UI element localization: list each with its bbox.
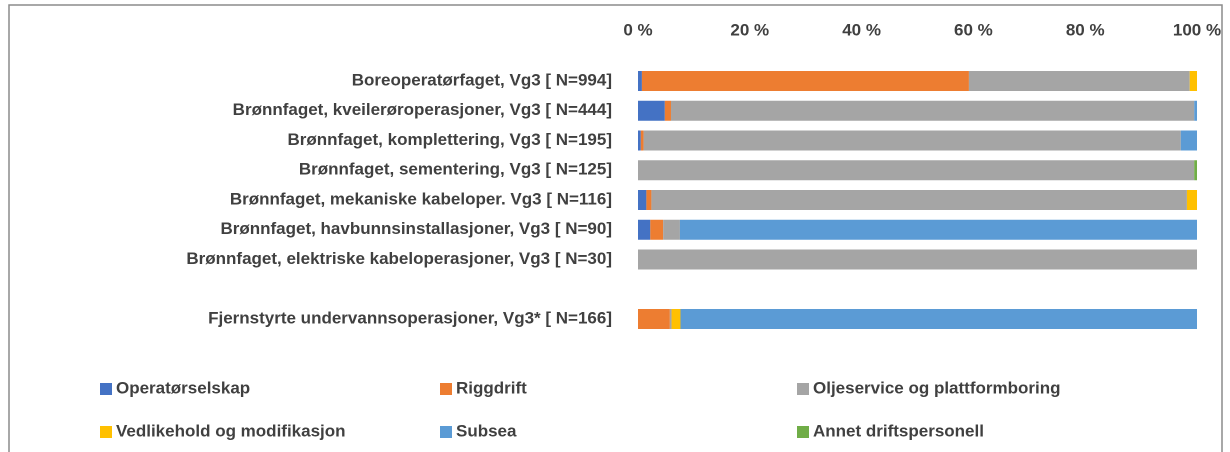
y-tick-label: Brønnfaget, elektriske kabeloperasjoner,… — [186, 249, 612, 268]
bar-segment — [663, 219, 680, 240]
legend-label: Oljeservice og plattformboring — [813, 378, 1061, 397]
bar-segment — [968, 71, 1190, 91]
legend-label: Riggdrift — [456, 378, 527, 397]
bar-segment — [680, 309, 1197, 329]
x-tick-label: 80 % — [1066, 20, 1105, 39]
bar-segment — [638, 309, 670, 329]
y-tick-label: Brønnfaget, sementering, Vg3 [ N=125] — [299, 160, 612, 179]
bar-segment — [1194, 100, 1197, 121]
bar-segment — [638, 190, 647, 210]
y-tick-label: Brønnfaget, komplettering, Vg3 [ N=195] — [288, 130, 612, 149]
legend-swatch — [440, 383, 452, 395]
bar-segment — [643, 130, 1181, 151]
x-tick-label: 40 % — [842, 20, 881, 39]
legend-label: Subsea — [456, 421, 517, 440]
bar-segment — [664, 100, 671, 121]
legend-swatch — [797, 426, 809, 438]
bar-segment — [671, 309, 681, 329]
bar-segment — [1194, 160, 1197, 181]
x-tick-label: 100 % — [1173, 20, 1221, 39]
bar-segment — [1189, 71, 1197, 91]
legend-swatch — [797, 383, 809, 395]
bar-segment — [640, 130, 644, 151]
bar-segment — [641, 71, 969, 91]
y-tick-label: Brønnfaget, havbunnsinstallasjoner, Vg3 … — [220, 219, 612, 238]
legend-swatch — [440, 426, 452, 438]
x-tick-label: 20 % — [730, 20, 769, 39]
bar-segment — [1186, 190, 1197, 210]
x-tick-label: 0 % — [623, 20, 652, 39]
bar-segment — [669, 309, 672, 329]
bar-segment — [646, 190, 652, 210]
legend-swatch — [100, 383, 112, 395]
legend-label: Operatørselskap — [116, 378, 250, 397]
bar-segment — [638, 249, 1197, 270]
y-tick-label: Fjernstyrte undervannsoperasjoner, Vg3* … — [208, 308, 612, 327]
legend-label: Vedlikehold og modifikasjon — [116, 421, 346, 440]
bar-segment — [1180, 130, 1197, 151]
bar-segment — [638, 100, 665, 121]
bar-segment — [638, 130, 641, 151]
x-tick-label: 60 % — [954, 20, 993, 39]
y-tick-label: Brønnfaget, mekaniske kabeloper. Vg3 [ N… — [230, 189, 612, 208]
frame — [8, 4, 1223, 452]
legend-swatch — [100, 426, 112, 438]
bar-segment — [638, 71, 642, 91]
y-tick-label: Boreoperatørfaget, Vg3 [ N=994] — [352, 70, 612, 89]
bar-segment — [650, 219, 664, 240]
bar-segment — [670, 100, 1195, 121]
legend-label: Annet driftspersonell — [813, 421, 984, 440]
bar-segment — [638, 160, 1195, 181]
bar-segment — [679, 219, 1197, 240]
y-tick-label: Brønnfaget, kveilerøroperasjoner, Vg3 [ … — [233, 100, 612, 119]
bar-segment — [651, 190, 1187, 210]
bar-segment — [638, 219, 651, 240]
